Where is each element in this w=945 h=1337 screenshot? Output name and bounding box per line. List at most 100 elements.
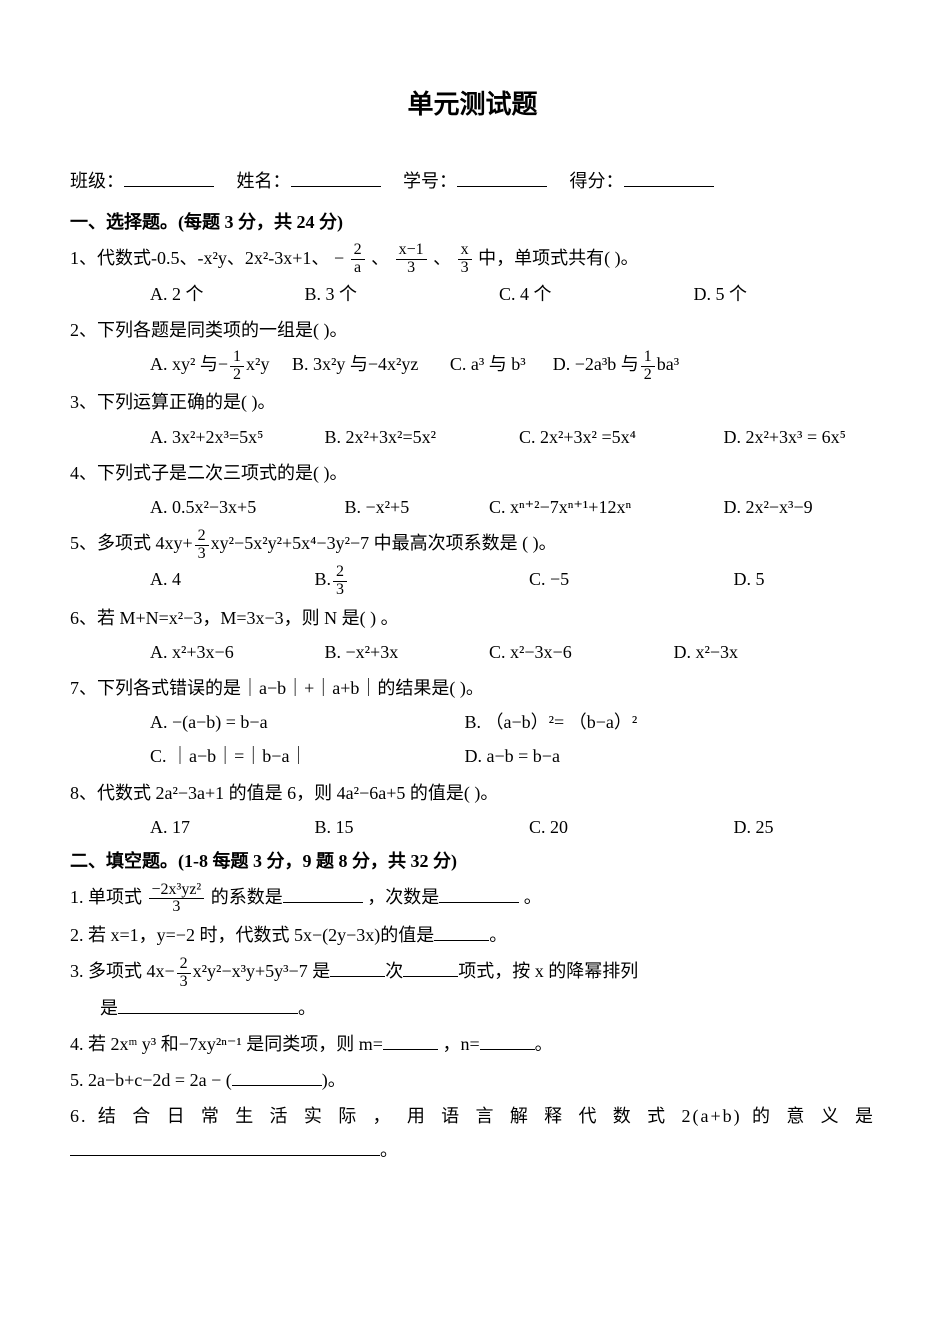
q4-C: C. xⁿ⁺²−7xⁿ⁺¹+12xⁿ [489,490,719,524]
q4-B: B. −x²+5 [345,490,485,524]
q4-opts: A. 0.5x²−3x+5 B. −x²+5 C. xⁿ⁺²−7xⁿ⁺¹+12x… [70,490,875,524]
q1-frac1: 2a [351,242,365,277]
f4-blank2 [480,1029,535,1050]
f3-end: 。 [298,998,316,1018]
f2: 2. 若 x=1，y=−2 时，代数式 5x−(2y−3x)的值是 。 [70,918,875,952]
q5-stem-b: xy²−5x²y²+5x⁴−3y²−7 中最高次项系数是 ( )。 [211,533,557,553]
q7-D: D. a−b = b−a [465,739,560,773]
q4-D: D. 2x²−x³−9 [724,490,813,524]
name-label: 姓名： [237,171,291,191]
f1: 1. 单项式 −2x³yz²3 的系数是 ，次数是 。 [70,880,875,916]
f1-end: 。 [524,887,542,907]
q2-B: B. 3x²y 与−4x²yz [292,347,418,381]
section2-heading: 二、填空题。(1-8 每题 3 分，9 题 8 分，共 32 分) [70,844,875,878]
q3-stem: 3、下列运算正确的是( )。 [70,385,875,419]
f2-blank [434,920,489,941]
q3-B: B. 2x²+3x²=5x² [325,420,515,454]
id-blank [457,167,547,188]
f4-a: 4. 若 2xᵐ y³ 和−7xy²ⁿ⁻¹ 是同类项，则 m= [70,1034,383,1054]
q1-frac3: x3 [458,242,472,277]
f4: 4. 若 2xᵐ y³ 和−7xy²ⁿ⁻¹ 是同类项，则 m= ，n=。 [70,1027,875,1061]
f3: 3. 多项式 4x−23x²y²−x³y+5y³−7 是 次 项式，按 x 的降幂排… [70,954,875,990]
q6-C: C. x²−3x−6 [489,635,669,669]
q2-A-pre: A. xy² 与− [150,347,228,381]
f6-end: 。 [380,1140,398,1160]
q1-sep2: 、 [433,248,451,268]
f4-blank1 [383,1029,438,1050]
f5-blank [232,1065,322,1086]
f6-line1: 6. 结 合 日 常 生 活 实 际 ， 用 语 言 解 释 代 数 式 2(a… [70,1099,875,1133]
q6-A: A. x²+3x−6 [150,635,320,669]
q8-C: C. 20 [529,810,729,844]
f1-blank1 [283,882,363,903]
f3-a: 3. 多项式 4x− [70,961,175,981]
q2-opts: A. xy² 与−12x²y B. 3x²y 与−4x²yz C. a³ 与 b… [70,347,875,383]
f6-line2: 。 [70,1133,875,1167]
f3-line2: 是。 [70,991,875,1025]
score-label: 得分： [570,171,624,191]
q1-opts: A. 2 个 B. 3 个 C. 4 个 D. 5 个 [70,277,875,311]
q4-A: A. 0.5x²−3x+5 [150,490,340,524]
q8-opts: A. 17 B. 15 C. 20 D. 25 [70,810,875,844]
student-info-row: 班级： 姓名： 学号： 得分： [70,164,875,198]
q7-B: B. （a−b）²= （b−a）² [465,705,638,739]
f5: 5. 2a−b+c−2d = 2a − ( )。 [70,1063,875,1097]
f3-d: 项式，按 x 的降幂排列 [458,961,638,981]
f3-blank2 [403,957,458,978]
f3-b: x²y²−x³y+5y³−7 是 [193,961,331,981]
q1-frac2: x−13 [396,242,427,277]
q1: 1、代数式-0.5、-x²y、2x²-3x+1、 − 2a 、 x−13 、 x… [70,241,875,277]
f3-frac: 23 [177,956,191,991]
q8-D: D. 25 [734,810,774,844]
q5-B: B. 23 [315,562,525,598]
q5-A: A. 4 [150,562,310,596]
q3-C: C. 2x²+3x² =5x⁴ [519,420,719,454]
f2-a: 2. 若 x=1，y=−2 时，代数式 5x−(2y−3x)的值是 [70,925,434,945]
q5-frac: 23 [195,528,209,563]
f3-blank3 [118,993,298,1014]
q2-D-post: ba³ [657,347,679,381]
section1-heading: 一、选择题。(每题 3 分，共 24 分) [70,205,875,239]
q2-D-frac: 12 [641,349,655,384]
class-label: 班级： [70,171,124,191]
f1-b: 的系数是 [211,887,283,907]
q4-stem: 4、下列式子是二次三项式的是( )。 [70,456,875,490]
q3-opts: A. 3x²+2x³=5x⁵ B. 2x²+3x²=5x² C. 2x²+3x²… [70,420,875,454]
q7-A: A. −(a−b) = b−a [150,705,460,739]
f1-c: ，次数是 [367,887,439,907]
q7-stem: 7、下列各式错误的是｜a−b｜+｜a+b｜的结果是( )。 [70,671,875,705]
q1-tail: 中，单项式共有( )。 [478,248,639,268]
q6-stem: 6、若 M+N=x²−3，M=3x−3，则 N 是( ) 。 [70,601,875,635]
q2-A-post: x²y [246,347,269,381]
q2-A-frac: 12 [230,349,244,384]
q2-C: C. a³ 与 b³ [450,347,526,381]
f5-b: )。 [322,1070,346,1090]
page-title: 单元测试题 [70,80,875,129]
f4-b: ，n= [438,1034,480,1054]
q1-B: B. 3 个 [305,277,495,311]
id-label: 学号： [403,171,457,191]
q3-D: D. 2x²+3x³ = 6x⁵ [724,420,846,454]
score-blank [624,167,714,188]
q6-B: B. −x²+3x [325,635,485,669]
q2-D-pre: D. −2a³b 与 [553,347,639,381]
class-blank [124,167,214,188]
f2-end: 。 [489,925,507,945]
f1-frac: −2x³yz²3 [149,882,205,917]
f1-a: 1. 单项式 [70,887,142,907]
q6-opts: A. x²+3x−6 B. −x²+3x C. x²−3x−6 D. x²−3x [70,635,875,669]
q1-neg: − [334,248,344,268]
q5-stem-a: 5、多项式 4xy+ [70,533,193,553]
name-blank [291,167,381,188]
q1-D: D. 5 个 [694,277,748,311]
f1-blank2 [439,882,519,903]
q1-C: C. 4 个 [499,277,689,311]
q8-stem: 8、代数式 2a²−3a+1 的值是 6，则 4a²−6a+5 的值是( )。 [70,776,875,810]
q5-D: D. 5 [734,562,765,596]
f3-c: 次 [385,961,403,981]
q1-stem-a: 1、代数式-0.5、-x²y、2x²-3x+1、 [70,248,329,268]
q1-A: A. 2 个 [150,277,300,311]
q3-A: A. 3x²+2x³=5x⁵ [150,420,320,454]
q2-stem: 2、下列各题是同类项的一组是( )。 [70,313,875,347]
f5-a: 5. 2a−b+c−2d = 2a − ( [70,1070,232,1090]
